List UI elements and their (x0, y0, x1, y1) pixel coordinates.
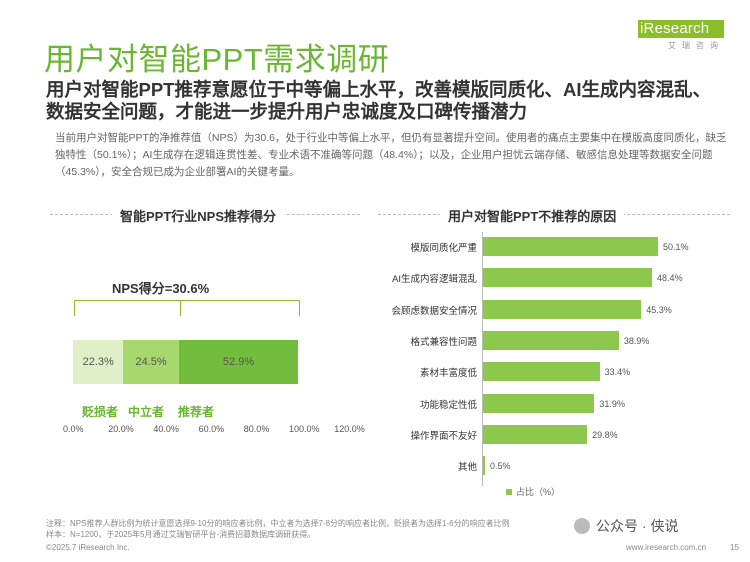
nps-segment-label: 22.3% (82, 356, 114, 368)
wechat-icon (574, 518, 590, 534)
reason-bar (483, 237, 658, 256)
page-title: 用户对智能PPT需求调研 (44, 42, 390, 77)
reason-category-label: 格式兼容性问题 (410, 336, 477, 348)
iresearch-logo: iResearch 艾瑞咨询 (638, 20, 724, 60)
reason-bar (483, 268, 653, 288)
nps-group-label: 推荐者 (178, 405, 215, 419)
nps-group-label: 贬损者 (82, 405, 119, 419)
footnote-text: 注释：NPS推荐人群比例为统计意愿选择9-10分的响应者比例，中立者为选择7-8… (46, 518, 566, 540)
nps-x-tick-label: 120.0% (334, 424, 365, 434)
reason-category-label: 其他 (457, 462, 477, 474)
reason-value-label: 0.5% (490, 461, 511, 472)
summary-text: 当前用户对智能PPT的净推荐值（NPS）为30.6，处于行业中等偏上水平，但仍有… (55, 132, 727, 178)
reason-value-label: 38.9% (623, 335, 650, 346)
reason-bar (483, 299, 642, 319)
logo-text: iResearch (638, 20, 724, 38)
footnote-line: 注释：NPS推荐人群比例为统计意愿选择9-10分的响应者比例，中立者为选择7-8… (46, 519, 510, 528)
reason-bar (483, 330, 619, 350)
nps-bracket-divider (180, 300, 181, 316)
headline: 用户对智能PPT推荐意愿位于中等偏上水平，改善模版同质化、AI生成内容混乱、数据… (46, 79, 711, 122)
nps-x-tick-label: 80.0% (243, 424, 270, 434)
reason-bar (483, 456, 485, 476)
nps-group-label: 中立者 (128, 405, 165, 419)
reason-category-label: 操作界面不友好 (410, 430, 477, 442)
reason-bar (483, 393, 595, 413)
footer-url[interactable]: www.iresearch.com.cn (626, 543, 707, 552)
nps-x-tick-label: 60.0% (198, 424, 225, 434)
nps-segment-label: 52.9% (222, 356, 255, 368)
reason-value-label: 50.1% (663, 242, 689, 252)
nps-stacked-bar: 22.3% 24.5% 52.9% (73, 340, 299, 384)
reasons-chart-title: 用户对智能PPT不推荐的原因 (440, 206, 625, 225)
footnote-line: 样本：N=1200，于2025年5月通过艾瑞智研平台-消费招募数据库调研获得。 (46, 530, 316, 539)
nps-score-annotation: NPS得分=30.6% (112, 281, 210, 296)
reason-bar (483, 424, 588, 444)
legend-swatch (506, 488, 512, 495)
reason-value-label: 45.3% (646, 304, 672, 315)
logo-subtitle: 艾瑞咨询 (668, 41, 724, 50)
nps-segment: 24.5% (123, 340, 179, 384)
reasons-y-axis-line (482, 232, 483, 486)
reason-category-label: 功能稳定性低 (419, 399, 477, 411)
nps-segment: 22.3% (73, 340, 124, 384)
nps-x-tick-label: 20.0% (108, 424, 134, 434)
nps-bracket (74, 300, 300, 316)
nps-segment: 52.9% (178, 340, 299, 384)
nps-chart-title: 智能PPT行业NPS推荐得分 (112, 206, 285, 225)
reason-category-label: 模版同质化严重 (410, 243, 477, 254)
reason-category-label: 素材丰富度低 (419, 368, 477, 380)
page-number: 15 (730, 543, 739, 552)
reason-category-label: 会顾虑数据安全情况 (391, 305, 477, 317)
reason-value-label: 33.4% (604, 367, 631, 378)
reason-category-label: AI生成内容逻辑混乱 (392, 274, 477, 286)
watermark-text: 公众号 · 侠说 (596, 518, 679, 534)
reason-value-label: 31.9% (599, 398, 625, 409)
reason-value-label: 48.4% (657, 273, 683, 284)
nps-x-tick-label: 100.0% (289, 424, 320, 434)
reason-value-label: 29.8% (592, 429, 618, 440)
nps-x-tick-label: 0.0% (63, 424, 84, 434)
nps-segment-label: 24.5% (135, 356, 167, 368)
watermark: 公众号 · 侠说 (574, 516, 678, 536)
copyright: ©2025.7 iResearch Inc. (46, 543, 130, 552)
reasons-legend: 占比（%） (506, 485, 560, 498)
legend-label: 占比（%） (516, 487, 561, 497)
footnote: 注释：NPS推荐人群比例为统计意愿选择9-10分的响应者比例，中立者为选择7-8… (46, 518, 566, 540)
nps-x-tick-label: 40.0% (153, 424, 179, 434)
reason-bar (483, 362, 600, 382)
